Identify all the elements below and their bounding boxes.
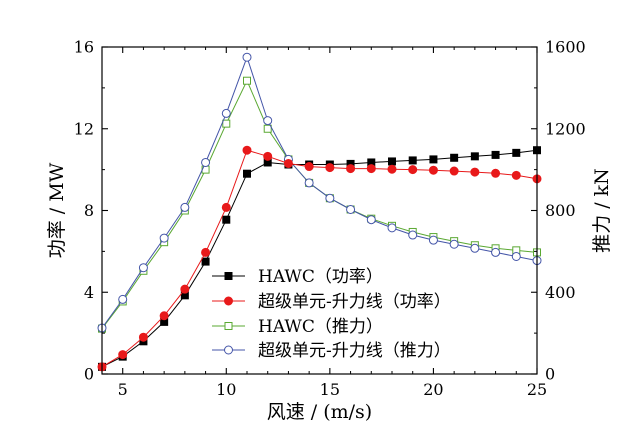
series-3-line [101, 55, 538, 329]
right-y-axis-title: 推力 / kN [591, 168, 613, 253]
series-0-point [388, 157, 396, 166]
left-y-tick-label: 4 [84, 283, 94, 302]
series-1-point [180, 284, 190, 294]
left-y-axis-title: 功率 / MW [46, 162, 68, 258]
series-0-point [450, 153, 459, 162]
series-1-point [366, 164, 376, 174]
series-1-line [101, 149, 538, 368]
series-1-point [325, 163, 335, 173]
series-3-point [408, 230, 418, 240]
series-1-point [201, 247, 211, 257]
series-0-point [491, 150, 500, 159]
x-tick-label: 15 [320, 380, 340, 399]
series-1-point [263, 151, 273, 161]
series-1 [97, 145, 542, 372]
series-3-point [491, 247, 501, 257]
x-tick-label: 5 [118, 380, 128, 399]
series-3-point [449, 239, 459, 249]
series-3-point [159, 233, 169, 243]
series-1-point [283, 158, 293, 168]
series-3-point [470, 243, 480, 253]
series-1-point [159, 311, 169, 321]
series-1-point [491, 168, 501, 178]
left-y-tick-label: 8 [84, 201, 94, 220]
series-3-point [138, 263, 148, 273]
legend-label: 超级单元-升力线（功率） [258, 292, 451, 312]
left-y-tick-label: 0 [84, 365, 94, 384]
legend-swatch-marker [224, 296, 233, 306]
series-3-point [221, 108, 231, 118]
legend-item-0: HAWC（功率） [212, 267, 383, 287]
series-3-point [346, 204, 356, 214]
legend-swatch-marker [224, 322, 233, 330]
legend-label: HAWC（推力） [258, 317, 383, 337]
series-1-point [221, 202, 231, 212]
legend-swatch-marker [224, 272, 233, 280]
right-y-tick-label: 1600 [545, 38, 586, 57]
x-tick-label: 10 [216, 380, 236, 399]
series-0-line [101, 149, 538, 368]
series-1-point [242, 145, 252, 155]
series-2-point [263, 124, 272, 133]
legend-label: HAWC（功率） [258, 267, 383, 287]
series-1-point [118, 350, 128, 360]
series-1-point [511, 170, 521, 180]
series-0-point [408, 156, 417, 165]
series-3-point [366, 215, 376, 225]
series-2-point [222, 119, 231, 128]
series-1-point [470, 167, 480, 177]
x-tick-label: 20 [423, 380, 443, 399]
right-y-tick-label: 400 [545, 283, 576, 302]
series-1-point [387, 164, 397, 174]
series-1-point [449, 166, 459, 176]
legend: HAWC（功率） 超级单元-升力线（功率） HAWC（推力） 超级单元-升力线（推力） [212, 267, 451, 361]
series-0-point [243, 169, 251, 178]
series-3 [97, 52, 542, 333]
series-3-point [428, 235, 438, 245]
x-axis-title: 风速 / (m/s) [267, 401, 372, 423]
series-3-point [201, 157, 211, 167]
right-y-tick-label: 1200 [545, 119, 586, 138]
legend-swatch-marker [224, 345, 233, 355]
legend-label: 超级单元-升力线（推力） [258, 341, 451, 361]
series-1-point [138, 332, 148, 342]
series-3-point [387, 223, 397, 233]
series-0-point [470, 152, 479, 161]
left-y-tick-label: 12 [74, 119, 94, 138]
series-2-point [243, 76, 251, 85]
series-1-point [346, 164, 356, 174]
series-0-point [222, 215, 231, 224]
series-1-point [428, 165, 438, 175]
x-tick-label: 25 [527, 380, 547, 399]
series-3-point [118, 294, 128, 304]
legend-item-3: 超级单元-升力线（推力） [212, 341, 451, 361]
right-y-tick-label: 0 [545, 365, 555, 384]
series-0-point [429, 155, 438, 164]
legend-item-2: HAWC（推力） [212, 317, 383, 337]
series-3-point [511, 251, 521, 261]
legend-item-1: 超级单元-升力线（功率） [212, 292, 451, 312]
series-0-point [512, 148, 521, 157]
series-3-point [304, 178, 314, 188]
series-3-point [325, 193, 335, 203]
series-1-point [304, 162, 314, 172]
series-3-point [180, 202, 190, 212]
series-0-point [201, 257, 210, 266]
series-3-point [263, 116, 273, 126]
left-y-tick-label: 16 [74, 38, 94, 57]
series-1-point [408, 165, 418, 175]
series-3-point [242, 52, 252, 62]
right-y-tick-label: 800 [545, 201, 576, 220]
